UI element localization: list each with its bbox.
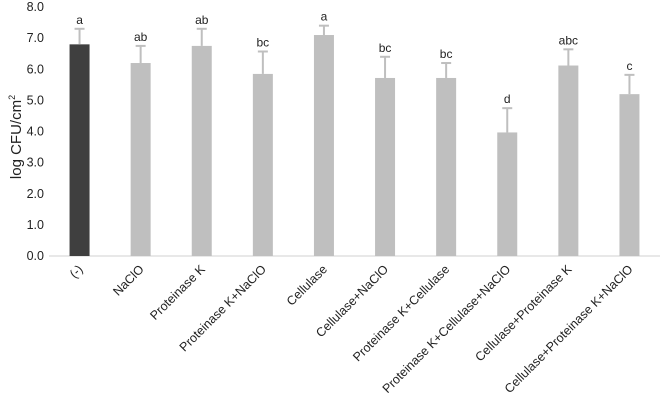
y-axis-ticks: 0.0 1.0 2.0 3.0 4.0 5.0 6.0 7.0 8.0: [27, 0, 44, 263]
significance-label: abc: [559, 33, 578, 47]
significance-label: c: [626, 59, 632, 73]
significance-label: a: [321, 10, 328, 24]
significance-label: ab: [134, 30, 148, 44]
bar: [252, 73, 273, 256]
y-tick-label: 2.0: [27, 187, 44, 201]
error-bar: [196, 27, 207, 46]
significance-label: ab: [195, 13, 209, 27]
y-tick-label: 0.0: [27, 249, 44, 263]
bar: [375, 77, 396, 256]
significance-label: a: [76, 13, 83, 27]
significance-label: bc: [257, 36, 270, 50]
y-tick-label: 1.0: [27, 218, 44, 232]
bar: [313, 35, 334, 257]
significance-label: bc: [440, 47, 453, 61]
y-tick-label: 8.0: [27, 0, 44, 14]
error-bar: [441, 62, 452, 78]
bar: [497, 132, 518, 256]
category-label: (-): [67, 262, 86, 281]
bar: [558, 65, 579, 256]
category-label: NaClO: [110, 262, 147, 299]
error-bar: [74, 27, 85, 45]
category-label: Proteinase K: [147, 262, 208, 323]
error-bar: [318, 24, 329, 36]
y-axis-title: log CFU/cm2: [7, 95, 25, 179]
bar: [436, 77, 457, 256]
y-tick-label: 5.0: [27, 93, 44, 107]
bar: [619, 94, 640, 257]
y-tick-label: 3.0: [27, 156, 44, 170]
error-bar: [624, 73, 635, 95]
bar: [191, 45, 212, 256]
significance-label: d: [504, 92, 511, 106]
error-bar: [257, 50, 268, 74]
significance-label: bc: [379, 41, 392, 55]
y-tick-label: 4.0: [27, 125, 44, 139]
y-tick-label: 6.0: [27, 62, 44, 76]
y-tick-label: 7.0: [27, 31, 44, 45]
category-label: Proteinase K+Cellulase+NaClO: [380, 262, 514, 396]
error-bar: [563, 48, 574, 66]
category-label: Cellulase+Proteinase K+NaClO: [502, 262, 636, 396]
error-bar: [502, 107, 513, 133]
category-label: Cellulase: [284, 262, 330, 308]
error-bar: [380, 55, 391, 78]
error-bar: [135, 44, 146, 64]
bar: [69, 44, 90, 256]
bar: [130, 63, 151, 257]
